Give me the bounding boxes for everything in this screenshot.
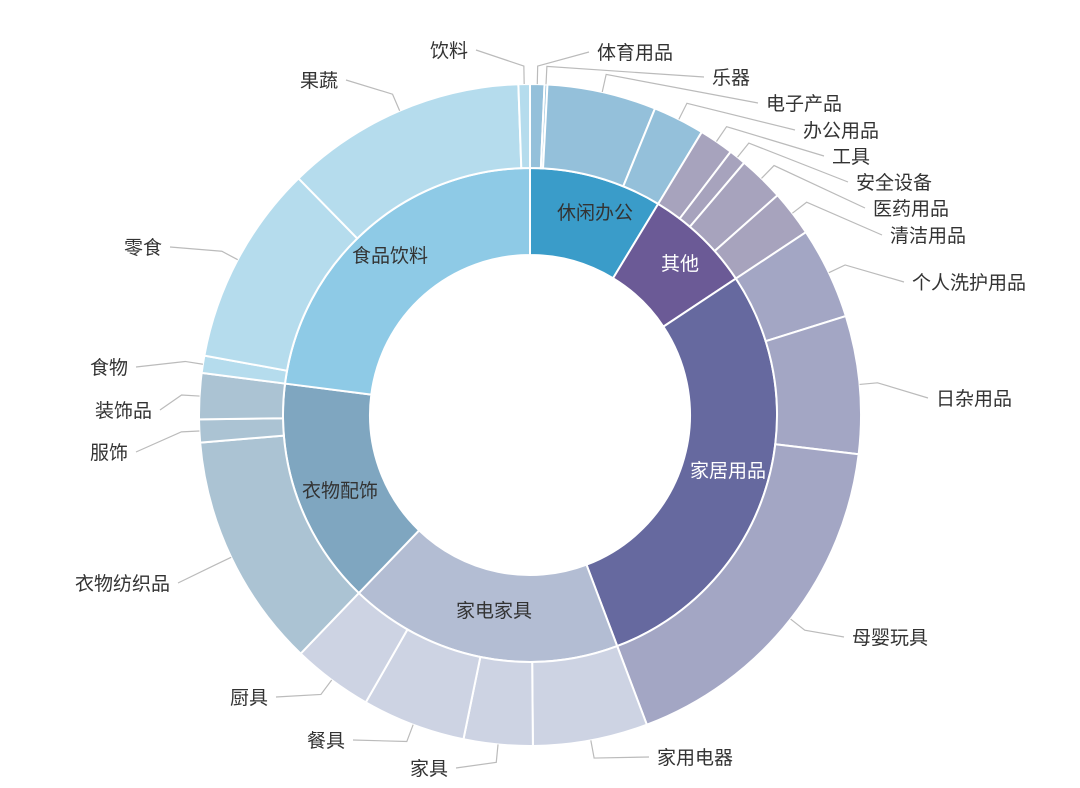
leader-line: [352, 724, 414, 743]
outer-slice-2-1[interactable]: [764, 314, 862, 456]
outer-slice-5-3[interactable]: [517, 82, 531, 170]
outer-label: 家用电器: [657, 747, 733, 769]
outer-label: 衣物纺织品: [75, 573, 170, 595]
outer-label: 厨具: [230, 687, 268, 709]
outer-label: 家具: [410, 758, 448, 780]
leader-line: [792, 201, 883, 236]
leader-line: [859, 382, 929, 399]
outer-label: 体育用品: [597, 42, 673, 64]
outer-label: 安全设备: [856, 172, 932, 194]
outer-label: 零食: [124, 237, 162, 259]
inner-label: 其他: [661, 253, 699, 275]
leader-line: [828, 264, 905, 283]
leader-line: [159, 394, 200, 411]
leader-line: [790, 618, 845, 638]
leader-line: [601, 73, 759, 104]
leader-line: [169, 246, 238, 261]
outer-label: 装饰品: [95, 400, 152, 422]
leader-line: [536, 51, 590, 85]
leader-line: [135, 360, 204, 368]
outer-label: 工具: [832, 146, 870, 168]
outer-label: 母婴玩具: [852, 627, 928, 649]
outer-label: 办公用品: [803, 120, 879, 142]
leader-line: [715, 125, 825, 157]
outer-label: 电子产品: [766, 93, 842, 115]
leader-line: [737, 142, 849, 183]
outer-label: 个人洗护用品: [912, 272, 1026, 294]
inner-label: 衣物配饰: [302, 480, 378, 502]
leader-line: [135, 430, 200, 453]
outer-label: 医药用品: [873, 198, 949, 220]
inner-label: 家电家具: [456, 600, 532, 622]
outer-label: 清洁用品: [890, 225, 966, 247]
inner-label: 食品饮料: [352, 245, 428, 267]
outer-label: 乐器: [712, 67, 750, 89]
leader-line: [545, 65, 705, 85]
leader-line: [761, 164, 866, 209]
inner-label: 家居用品: [690, 460, 766, 482]
leader-line: [275, 679, 333, 698]
outer-label: 餐具: [307, 730, 345, 752]
outer-label: 日杂用品: [936, 388, 1012, 410]
leader-line: [345, 79, 401, 111]
leader-line: [590, 740, 650, 759]
leader-line: [455, 744, 499, 769]
outer-label: 果蔬: [300, 70, 338, 92]
leader-line: [475, 49, 525, 85]
outer-label: 服饰: [90, 442, 128, 464]
leader-line: [177, 556, 232, 584]
outer-label: 食物: [90, 357, 128, 379]
inner-label: 休闲办公: [557, 202, 633, 224]
outer-label: 饮料: [430, 40, 468, 62]
leader-line: [678, 102, 796, 131]
